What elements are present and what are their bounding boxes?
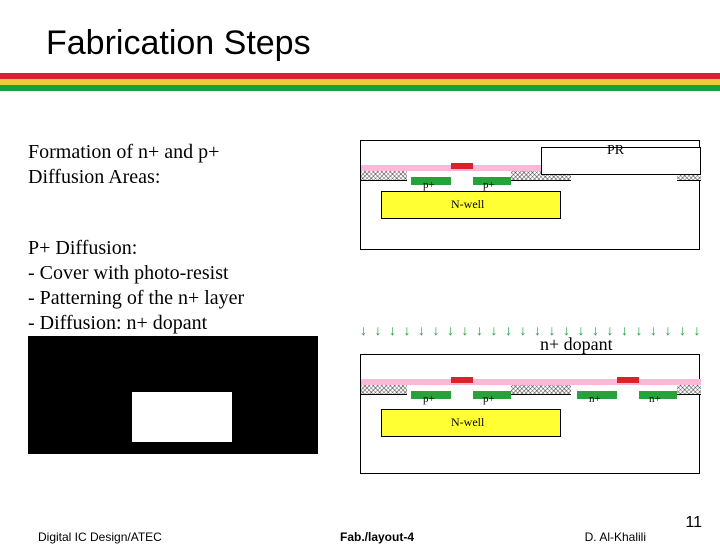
poly-gate <box>617 377 639 383</box>
white-inset <box>132 392 232 442</box>
list-heading: P+ Diffusion: <box>28 236 348 261</box>
page-title: Fabrication Steps <box>0 0 720 73</box>
footer-left: Digital IC Design/ATEC <box>38 530 162 544</box>
list-block: P+ Diffusion: - Cover with photo-resist … <box>28 236 348 336</box>
diagram-bottom: p+ p+ n+ n+ N-well <box>360 354 700 474</box>
pplus-label: p+ <box>483 393 495 405</box>
list-item-3: - Diffusion: n+ dopant <box>28 311 348 336</box>
poly-gate <box>451 377 473 383</box>
nwell-label: N-well <box>451 197 484 212</box>
footer-right: D. Al-Khalili <box>585 530 646 544</box>
pplus-label: p+ <box>423 179 435 191</box>
list-item-1: - Cover with photo-resist <box>28 261 348 286</box>
subtitle-line2: Diffusion Areas: <box>28 165 328 190</box>
diagram-top: PR p+ p+ N-well <box>360 140 700 250</box>
pplus-label: p+ <box>423 393 435 405</box>
footer-page: 11 <box>685 514 702 532</box>
dopant-label: n+ dopant <box>540 334 613 355</box>
nplus-label: n+ <box>649 393 661 405</box>
subtitle-block: Formation of n+ and p+ Diffusion Areas: <box>28 140 328 190</box>
poly-gate <box>451 163 473 169</box>
list-item-2: - Patterning of the n+ layer <box>28 286 348 311</box>
nwell-label: N-well <box>451 415 484 430</box>
subtitle-line1: Formation of n+ and p+ <box>28 140 328 165</box>
footer-center: Fab./layout-4 <box>340 530 414 544</box>
stripe-green <box>0 85 720 91</box>
gate-oxide-strip <box>361 379 701 385</box>
nplus-label: n+ <box>589 393 601 405</box>
dopant-arrows: ↓ ↓ ↓ ↓ ↓ ↓ ↓ ↓ ↓ ↓ ↓ ↓ ↓ ↓ ↓ ↓ ↓ ↓ ↓ ↓ … <box>360 324 700 340</box>
pr-label: PR <box>607 143 624 159</box>
pplus-label: p+ <box>483 179 495 191</box>
